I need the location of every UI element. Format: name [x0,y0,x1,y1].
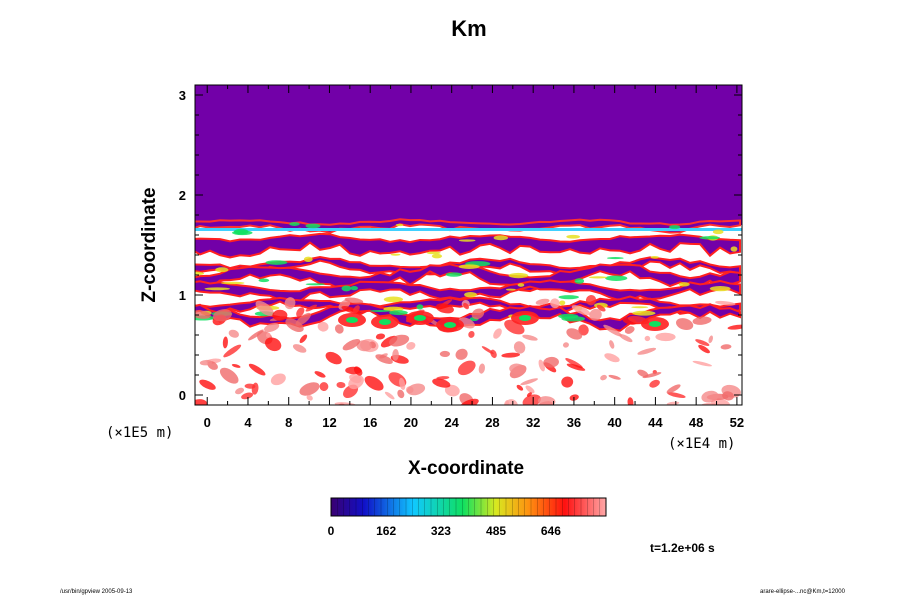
y-tick-label: 1 [179,288,186,303]
x-tick-label: 44 [648,415,663,430]
footer-left: /usr/bin/gpview 2005-09-13 [60,589,133,595]
y-tick-label: 2 [179,188,186,203]
x-tick-label: 8 [285,415,292,430]
y-tick-label: 0 [179,388,186,403]
x-tick-label: 32 [526,415,540,430]
plot-frame [194,84,743,406]
x-tick-label: 36 [567,415,581,430]
colorbar-ticks: 0 162 323 485 646 [328,498,607,538]
y-axis-label: Z-coordinate [139,187,160,303]
colorbar-tick-label: 323 [431,524,451,538]
colorbar-tick-label: 646 [541,524,561,538]
x-tick-label: 40 [607,415,621,430]
colorbar-tick-label: 485 [486,524,506,538]
x-tick-label: 4 [244,415,252,430]
chart-title: Km [451,16,487,41]
y-scale-label: (×1E5 m) [106,425,174,441]
x-tick-label: 16 [363,415,377,430]
x-tick-label: 0 [204,415,211,430]
y-tick-label: 3 [179,88,186,103]
x-tick-label: 24 [444,415,459,430]
x-tick-label: 20 [404,415,418,430]
colorbar-tick-label: 162 [376,524,396,538]
time-label: t=1.2e+06 s [650,541,715,555]
x-axis-label: X-coordinate [408,458,525,479]
x-tick-label: 12 [322,415,336,430]
colorbar-tick-label: 0 [328,524,335,538]
x-tick-label: 52 [730,415,744,430]
x-scale-label: (×1E4 m) [668,436,736,452]
x-tick-label: 48 [689,415,703,430]
heatmap-field [195,85,742,405]
x-tick-label: 28 [485,415,499,430]
upper-uniform-region [195,85,742,225]
footer-right: arare-ellipse-...nc@Km,t=12000 [760,589,845,595]
